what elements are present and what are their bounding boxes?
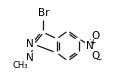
Text: −: − bbox=[94, 55, 100, 64]
Text: N: N bbox=[26, 53, 34, 63]
Text: N: N bbox=[85, 41, 93, 51]
Text: +: + bbox=[88, 38, 95, 47]
Text: O: O bbox=[91, 51, 99, 61]
Text: CH₃: CH₃ bbox=[13, 61, 28, 70]
Text: Br: Br bbox=[37, 8, 49, 18]
Text: N: N bbox=[26, 39, 34, 49]
Text: O: O bbox=[91, 31, 99, 41]
